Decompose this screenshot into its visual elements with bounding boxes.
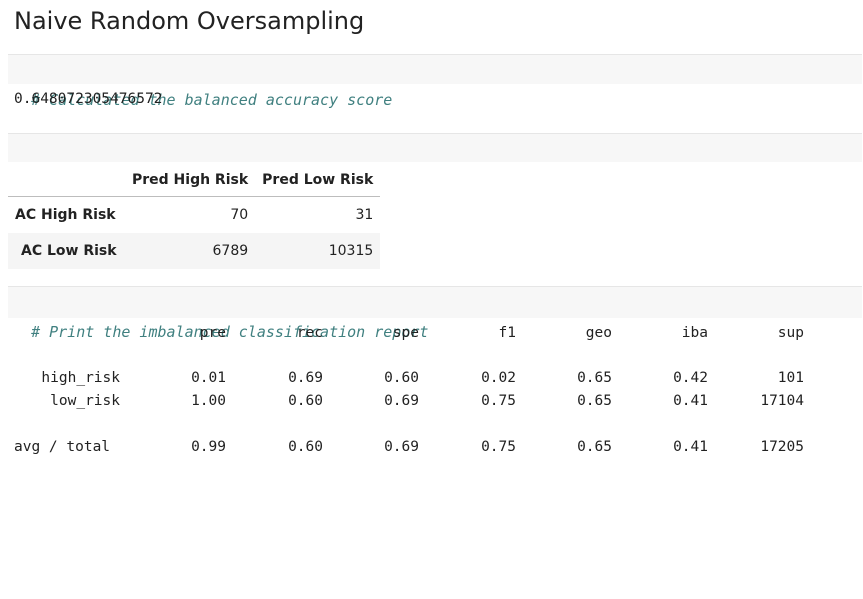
report-value: 0.02 xyxy=(481,370,516,386)
report-header: iba xyxy=(681,325,708,341)
report-value: 101 xyxy=(777,370,804,386)
column-header: Pred Low Risk xyxy=(255,163,381,197)
report-value: 0.60 xyxy=(288,439,323,455)
report-value: 0.69 xyxy=(384,439,419,455)
report-value: 0.99 xyxy=(191,439,226,455)
page-title: Naive Random Oversampling xyxy=(14,7,365,35)
report-row: low_risk 1.00 0.60 0.69 0.75 0.65 0.41 1… xyxy=(14,393,804,416)
report-header: spe xyxy=(392,325,419,341)
report-header: pre xyxy=(199,325,226,341)
report-row: high_risk 0.01 0.69 0.60 0.02 0.65 0.42 … xyxy=(14,370,804,393)
report-value: 0.41 xyxy=(673,393,708,409)
report-header: f1 xyxy=(498,325,516,341)
table-cell: 31 xyxy=(355,207,374,223)
report-header: geo xyxy=(585,325,612,341)
row-header: AC High Risk xyxy=(15,207,116,223)
report-row-label: high_risk xyxy=(41,370,120,386)
report-value: 0.01 xyxy=(191,370,226,386)
classification-report: pre rec spe f1 geo iba sup high_risk 0.0… xyxy=(14,325,804,462)
table-header-row: Pred High Risk Pred Low Risk xyxy=(8,163,381,197)
table-cell: 10315 xyxy=(328,243,374,259)
report-header: sup xyxy=(777,325,804,341)
row-header: AC Low Risk xyxy=(21,243,117,259)
report-value: 0.65 xyxy=(577,370,612,386)
report-value: 0.60 xyxy=(288,393,323,409)
report-value: 0.65 xyxy=(577,393,612,409)
report-value: 17104 xyxy=(760,393,804,409)
report-value: 0.69 xyxy=(384,393,419,409)
table-row: AC High Risk 70 31 xyxy=(8,197,380,234)
confusion-matrix-table: Pred High Risk Pred Low Risk AC High Ris… xyxy=(8,163,381,269)
accuracy-output: 0.648072305476572 xyxy=(14,91,163,107)
report-value: 0.41 xyxy=(673,439,708,455)
report-row-label: avg / total xyxy=(14,439,111,455)
code-comment: # Print the imbalanced classification re… xyxy=(31,323,429,341)
code-cell-confusion-matrix[interactable]: # Display the confusion matrix xyxy=(8,133,862,162)
report-value: 0.60 xyxy=(384,370,419,386)
report-header: rec xyxy=(296,325,323,341)
table-row: AC Low Risk 6789 10315 xyxy=(8,233,381,269)
report-value: 0.65 xyxy=(577,439,612,455)
code-cell-report[interactable]: # Print the imbalanced classification re… xyxy=(8,286,862,341)
report-value: 17205 xyxy=(760,439,804,455)
report-value: 0.75 xyxy=(481,393,516,409)
table-cell: 70 xyxy=(230,207,249,223)
table-cell: 6789 xyxy=(212,243,249,259)
code-cell-accuracy[interactable]: # Calculated the balanced accuracy score xyxy=(8,54,862,109)
report-row-label: low_risk xyxy=(50,393,120,409)
report-header-row: pre rec spe f1 geo iba sup xyxy=(14,325,804,348)
report-value: 0.69 xyxy=(288,370,323,386)
report-value: 1.00 xyxy=(191,393,226,409)
report-value: 0.75 xyxy=(481,439,516,455)
column-header: Pred High Risk xyxy=(125,163,256,197)
report-value: 0.42 xyxy=(673,370,708,386)
table-corner xyxy=(8,163,125,197)
report-row-total: avg / total 0.99 0.60 0.69 0.75 0.65 0.4… xyxy=(14,439,804,462)
code-comment: # Calculated the balanced accuracy score xyxy=(31,91,393,109)
